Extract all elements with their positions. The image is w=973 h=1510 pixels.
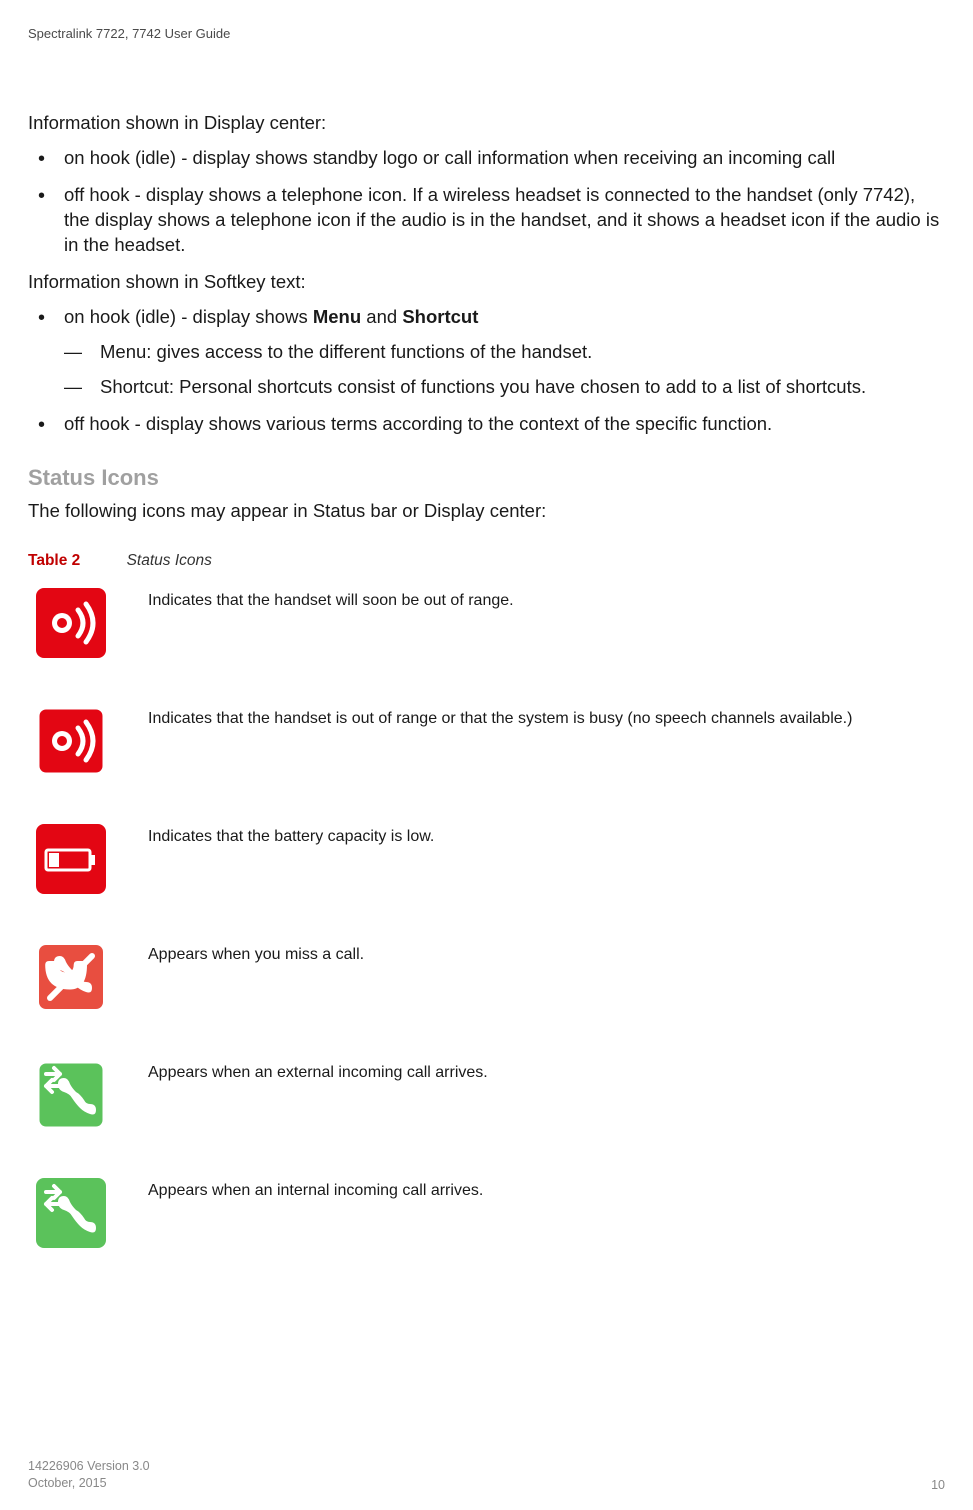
sub-shortcut: Shortcut: Personal shortcuts consist of … xyxy=(64,375,945,400)
status-icons-intro: The following icons may appear in Status… xyxy=(28,499,945,524)
bullet3-menu: Menu xyxy=(313,306,361,327)
internal-incoming-icon xyxy=(36,1178,106,1248)
table-row: Appears when an internal incoming call a… xyxy=(36,1178,945,1248)
footer-version: 14226906 Version 3.0 xyxy=(28,1458,150,1475)
sub-bullet-list: Menu: gives access to the different func… xyxy=(64,340,945,400)
footer-left: 14226906 Version 3.0 October, 2015 xyxy=(28,1458,150,1492)
table-row: Indicates that the handset is out of ran… xyxy=(36,706,945,776)
document-header: Spectralink 7722, 7742 User Guide xyxy=(28,26,945,41)
footer-page-number: 10 xyxy=(931,1478,945,1492)
status-icons-heading: Status Icons xyxy=(28,465,945,491)
out-of-range-icon xyxy=(36,706,106,776)
bullet-off-hook-display: off hook - display shows a telephone ico… xyxy=(28,183,945,258)
bullet3-prefix: on hook (idle) - display shows xyxy=(64,306,313,327)
bullet-on-hook-softkey: on hook (idle) - display shows Menu and … xyxy=(28,305,945,400)
table-number: Table 2 xyxy=(28,552,80,569)
table-row: Indicates that the handset will soon be … xyxy=(36,588,945,658)
icon-description: Appears when an internal incoming call a… xyxy=(148,1178,483,1202)
status-icons-table: Indicates that the handset will soon be … xyxy=(36,588,945,1248)
table-row: Appears when an external incoming call a… xyxy=(36,1060,945,1130)
table-caption: Status Icons xyxy=(127,552,212,569)
display-center-list: on hook (idle) - display shows standby l… xyxy=(28,146,945,258)
softkey-list: on hook (idle) - display shows Menu and … xyxy=(28,305,945,437)
table-row: Appears when you miss a call. xyxy=(36,942,945,1012)
bullet-off-hook-softkey: off hook - display shows various terms a… xyxy=(28,412,945,437)
icon-description: Indicates that the handset will soon be … xyxy=(148,588,514,612)
range-warning-icon xyxy=(36,588,106,658)
sub-menu: Menu: gives access to the different func… xyxy=(64,340,945,365)
bullet3-shortcut: Shortcut xyxy=(402,306,478,327)
external-incoming-icon xyxy=(36,1060,106,1130)
page-footer: 14226906 Version 3.0 October, 2015 10 xyxy=(28,1458,945,1492)
icon-description: Appears when you miss a call. xyxy=(148,942,364,966)
intro-softkey: Information shown in Softkey text: xyxy=(28,270,945,295)
table-row: Indicates that the battery capacity is l… xyxy=(36,824,945,894)
bullet-on-hook-display: on hook (idle) - display shows standby l… xyxy=(28,146,945,171)
icon-description: Indicates that the battery capacity is l… xyxy=(148,824,434,848)
icon-description: Appears when an external incoming call a… xyxy=(148,1060,488,1084)
battery-low-icon xyxy=(36,824,106,894)
bullet3-and: and xyxy=(361,306,402,327)
footer-date: October, 2015 xyxy=(28,1475,150,1492)
intro-display-center: Information shown in Display center: xyxy=(28,111,945,136)
icon-description: Indicates that the handset is out of ran… xyxy=(148,706,852,730)
table-label: Table 2 Status Icons xyxy=(28,552,945,570)
missed-call-icon xyxy=(36,942,106,1012)
